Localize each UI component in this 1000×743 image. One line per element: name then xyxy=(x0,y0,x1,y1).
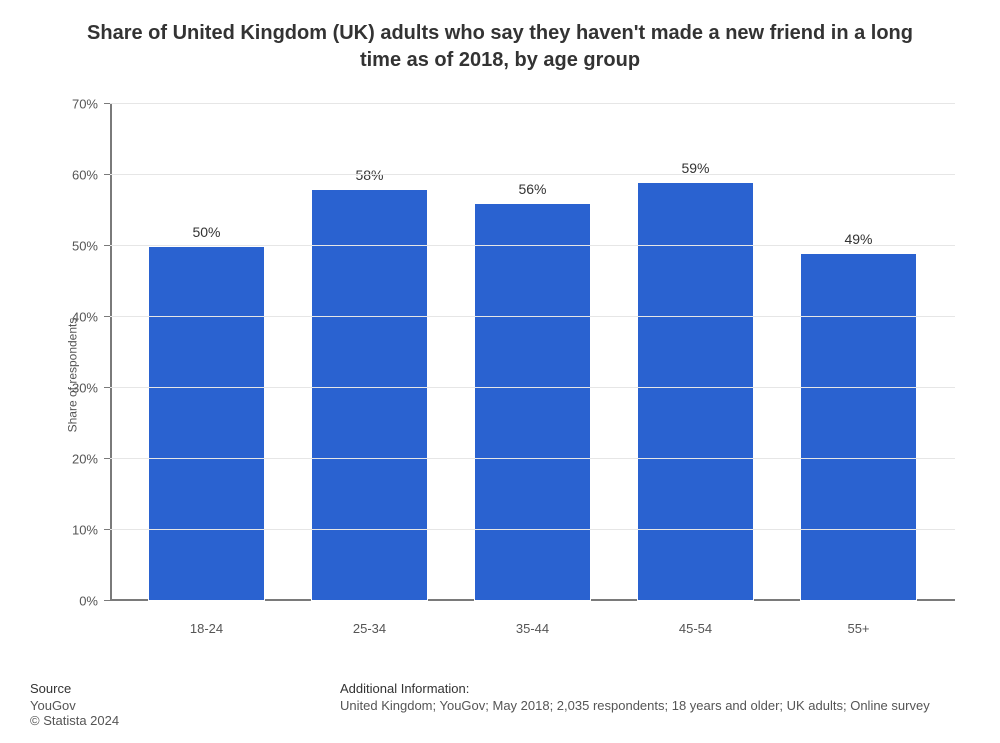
ytick-label: 50% xyxy=(72,239,110,254)
bar xyxy=(311,189,428,601)
bar-slot: 56% xyxy=(451,104,614,601)
footer-info: Additional Information: United Kingdom; … xyxy=(340,681,975,728)
info-heading: Additional Information: xyxy=(340,681,975,696)
bar-slot: 59% xyxy=(614,104,777,601)
source-heading: Source xyxy=(30,681,340,696)
bar xyxy=(474,203,591,601)
bar-value-label: 58% xyxy=(288,167,451,183)
ytick-label: 60% xyxy=(72,168,110,183)
xtick-label: 45-54 xyxy=(614,621,777,636)
chart-container: Share of United Kingdom (UK) adults who … xyxy=(0,0,1000,743)
bar-slot: 58% xyxy=(288,104,451,601)
bar-slot: 50% xyxy=(125,104,288,601)
source-text: YouGov xyxy=(30,698,340,713)
grid-line xyxy=(110,245,955,246)
info-text: United Kingdom; YouGov; May 2018; 2,035 … xyxy=(340,698,975,713)
y-axis-label: Share of respondents xyxy=(65,318,79,433)
bar-slot: 49% xyxy=(777,104,940,601)
bar xyxy=(800,253,917,601)
xtick-label: 25-34 xyxy=(288,621,451,636)
ytick-label: 70% xyxy=(72,97,110,112)
ytick-label: 20% xyxy=(72,452,110,467)
chart-footer: Source YouGov © Statista 2024 Additional… xyxy=(25,656,975,728)
bar xyxy=(148,246,265,601)
ytick-label: 10% xyxy=(72,523,110,538)
ytick-label: 0% xyxy=(79,594,110,609)
chart-area: Share of respondents 50%58%56%59%49% 0%1… xyxy=(25,94,975,656)
bars-group: 50% 58%56%59%49% xyxy=(110,104,955,601)
plot-area: 50%58%56%59%49% 0%10%20%30%40%50%60%70% xyxy=(110,104,955,601)
copyright-text: © Statista 2024 xyxy=(30,713,340,728)
grid-line xyxy=(110,174,955,175)
grid-line xyxy=(110,103,955,104)
bar-value-label: 50% xyxy=(125,224,288,240)
grid-line xyxy=(110,529,955,530)
xtick-label: 35-44 xyxy=(451,621,614,636)
ytick-label: 30% xyxy=(72,381,110,396)
ytick-label: 40% xyxy=(72,310,110,325)
x-ticks: 18-2425-3435-4445-5455+ xyxy=(110,621,955,636)
grid-line xyxy=(110,316,955,317)
grid-line xyxy=(110,458,955,459)
grid-line xyxy=(110,387,955,388)
xtick-label: 55+ xyxy=(777,621,940,636)
footer-source: Source YouGov © Statista 2024 xyxy=(30,681,340,728)
xtick-label: 18-24 xyxy=(125,621,288,636)
chart-title: Share of United Kingdom (UK) adults who … xyxy=(25,20,975,84)
bar-value-label: 56% xyxy=(451,181,614,197)
